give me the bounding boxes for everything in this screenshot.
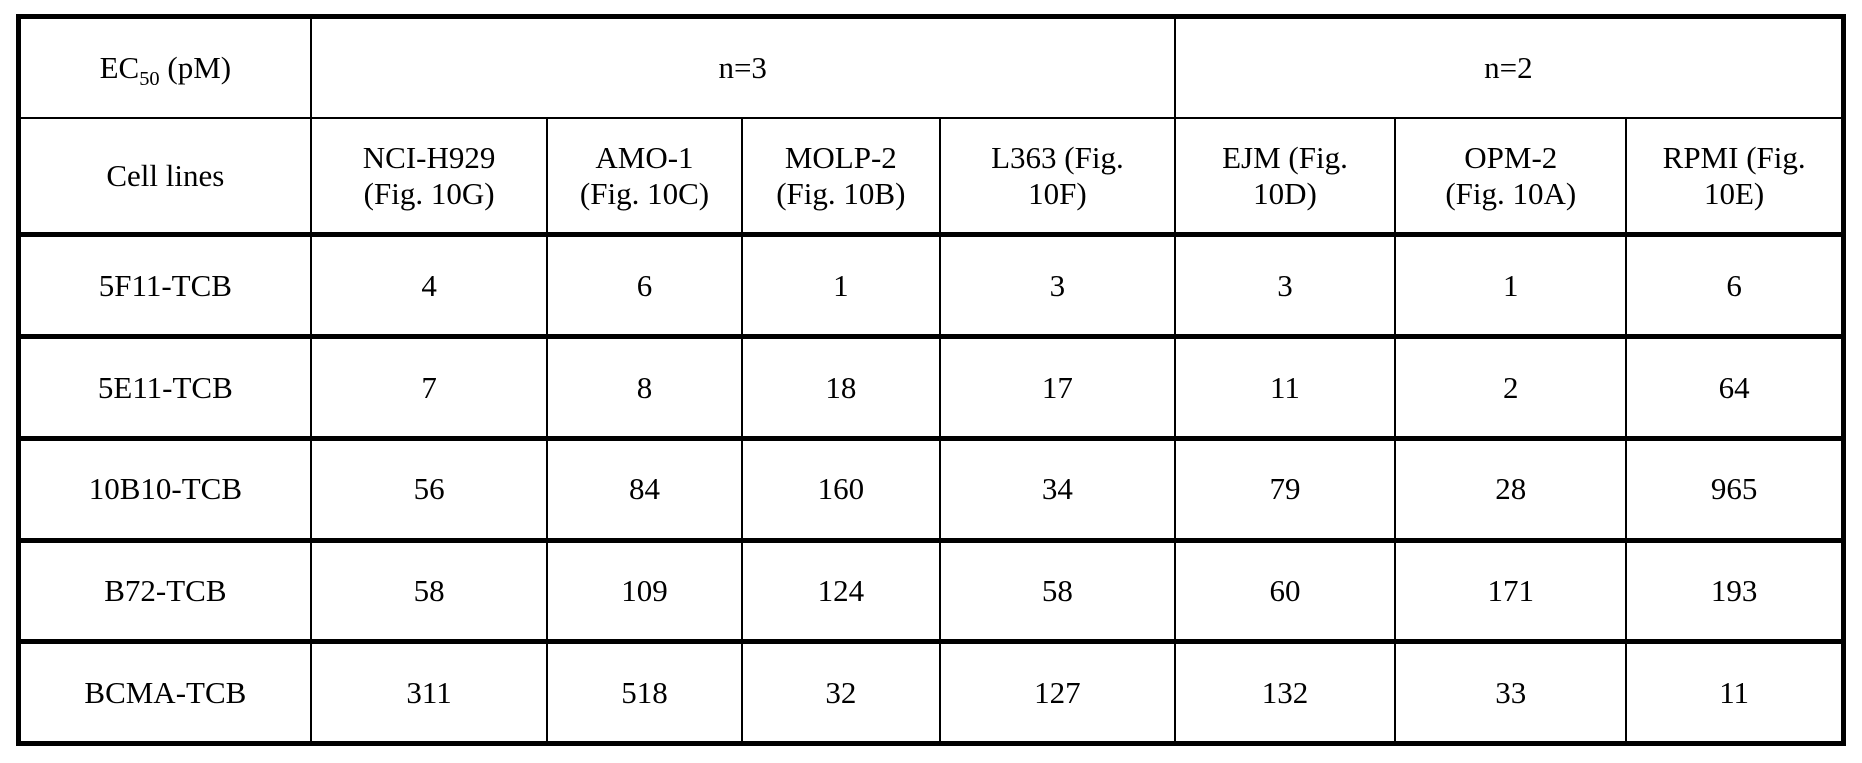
column-header-line-2: 10E) <box>1631 176 1837 212</box>
column-header-amo-1: AMO-1 (Fig. 10C) <box>547 118 741 235</box>
cell-bcma-tcb-opm-2: 33 <box>1395 642 1626 744</box>
row-label-5e11-tcb: 5E11-TCB <box>19 337 311 439</box>
column-header-line-1: L363 (Fig. <box>945 140 1170 176</box>
cell-bcma-tcb-amo-1: 518 <box>547 642 741 744</box>
table-row: BCMA-TCB 311 518 32 127 132 33 11 <box>19 642 1844 744</box>
column-header-line-2: 10F) <box>945 176 1170 212</box>
row-label-b72-tcb: B72-TCB <box>19 540 311 642</box>
column-header-rpmi: RPMI (Fig. 10E) <box>1626 118 1843 235</box>
column-header-line-1: AMO-1 <box>552 140 736 176</box>
cell-5f11-tcb-rpmi: 6 <box>1626 235 1843 337</box>
cell-5f11-tcb-molp-2: 1 <box>742 235 941 337</box>
cell-10b10-tcb-ejm: 79 <box>1175 438 1396 540</box>
cell-10b10-tcb-opm-2: 28 <box>1395 438 1626 540</box>
column-header-line-1: EJM (Fig. <box>1180 140 1391 176</box>
group-header-row: EC50 (pM) n=3 n=2 <box>19 17 1844 119</box>
cell-5e11-tcb-ejm: 11 <box>1175 337 1396 439</box>
cell-5e11-tcb-opm-2: 2 <box>1395 337 1626 439</box>
row-label-10b10-tcb: 10B10-TCB <box>19 438 311 540</box>
metric-label-prefix: EC <box>100 50 140 85</box>
column-header-line-2: (Fig. 10G) <box>316 176 543 212</box>
cell-bcma-tcb-rpmi: 11 <box>1626 642 1843 744</box>
cell-5f11-tcb-amo-1: 6 <box>547 235 741 337</box>
column-header-row: Cell lines NCI-H929 (Fig. 10G) AMO-1 (Fi… <box>19 118 1844 235</box>
cell-bcma-tcb-ejm: 132 <box>1175 642 1396 744</box>
cell-5e11-tcb-l363: 17 <box>940 337 1175 439</box>
cell-10b10-tcb-l363: 34 <box>940 438 1175 540</box>
cell-bcma-tcb-l363: 127 <box>940 642 1175 744</box>
column-header-l363: L363 (Fig. 10F) <box>940 118 1175 235</box>
column-header-line-1: MOLP-2 <box>747 140 936 176</box>
cell-10b10-tcb-rpmi: 965 <box>1626 438 1843 540</box>
cell-5e11-tcb-nci-h929: 7 <box>311 337 548 439</box>
cell-b72-tcb-amo-1: 109 <box>547 540 741 642</box>
cell-b72-tcb-nci-h929: 58 <box>311 540 548 642</box>
cell-b72-tcb-opm-2: 171 <box>1395 540 1626 642</box>
table-row: 5F11-TCB 4 6 1 3 3 1 6 <box>19 235 1844 337</box>
column-header-opm-2: OPM-2 (Fig. 10A) <box>1395 118 1626 235</box>
cell-b72-tcb-l363: 58 <box>940 540 1175 642</box>
column-header-line-1: RPMI (Fig. <box>1631 140 1837 176</box>
column-header-line-2: (Fig. 10C) <box>552 176 736 212</box>
cell-bcma-tcb-molp-2: 32 <box>742 642 941 744</box>
cell-bcma-tcb-nci-h929: 311 <box>311 642 548 744</box>
group-header-n2: n=2 <box>1175 17 1844 119</box>
cell-10b10-tcb-nci-h929: 56 <box>311 438 548 540</box>
ec50-table: EC50 (pM) n=3 n=2 Cell lines NCI-H929 (F… <box>16 14 1846 746</box>
cell-5f11-tcb-nci-h929: 4 <box>311 235 548 337</box>
column-header-line-1: OPM-2 <box>1400 140 1621 176</box>
column-header-line-2: (Fig. 10B) <box>747 176 936 212</box>
table-row: B72-TCB 58 109 124 58 60 171 193 <box>19 540 1844 642</box>
row-label-bcma-tcb: BCMA-TCB <box>19 642 311 744</box>
metric-label-subscript: 50 <box>139 68 159 90</box>
column-header-line-2: (Fig. 10A) <box>1400 176 1621 212</box>
column-header-line-1: NCI-H929 <box>316 140 543 176</box>
cell-5f11-tcb-opm-2: 1 <box>1395 235 1626 337</box>
cell-5e11-tcb-amo-1: 8 <box>547 337 741 439</box>
group-header-n3: n=3 <box>311 17 1175 119</box>
cell-b72-tcb-rpmi: 193 <box>1626 540 1843 642</box>
cell-10b10-tcb-molp-2: 160 <box>742 438 941 540</box>
column-header-nci-h929: NCI-H929 (Fig. 10G) <box>311 118 548 235</box>
table-page: EC50 (pM) n=3 n=2 Cell lines NCI-H929 (F… <box>0 0 1862 763</box>
cell-5f11-tcb-ejm: 3 <box>1175 235 1396 337</box>
table-row: 5E11-TCB 7 8 18 17 11 2 64 <box>19 337 1844 439</box>
row-axis-header-cell: Cell lines <box>19 118 311 235</box>
cell-10b10-tcb-amo-1: 84 <box>547 438 741 540</box>
column-header-ejm: EJM (Fig. 10D) <box>1175 118 1396 235</box>
cell-b72-tcb-molp-2: 124 <box>742 540 941 642</box>
cell-b72-tcb-ejm: 60 <box>1175 540 1396 642</box>
cell-5f11-tcb-l363: 3 <box>940 235 1175 337</box>
column-header-line-2: 10D) <box>1180 176 1391 212</box>
table-row: 10B10-TCB 56 84 160 34 79 28 965 <box>19 438 1844 540</box>
column-header-molp-2: MOLP-2 (Fig. 10B) <box>742 118 941 235</box>
row-label-5f11-tcb: 5F11-TCB <box>19 235 311 337</box>
metric-label-suffix: (pM) <box>160 50 231 85</box>
cell-5e11-tcb-molp-2: 18 <box>742 337 941 439</box>
cell-5e11-tcb-rpmi: 64 <box>1626 337 1843 439</box>
metric-header-cell: EC50 (pM) <box>19 17 311 119</box>
